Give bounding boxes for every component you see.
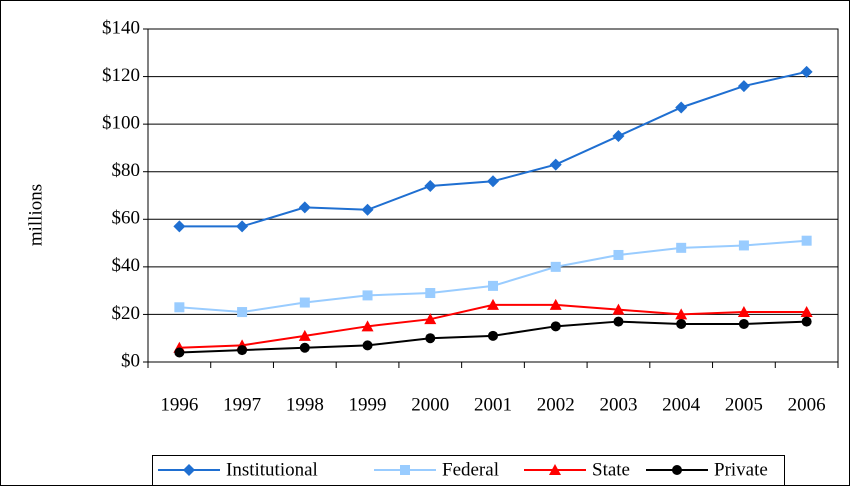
data-point xyxy=(550,261,561,272)
legend-marker xyxy=(549,464,561,475)
data-point xyxy=(362,340,373,351)
data-point xyxy=(737,306,750,318)
x-tick-label: 2002 xyxy=(537,394,575,415)
x-tick-label: 1997 xyxy=(223,394,261,415)
data-point xyxy=(173,220,186,233)
x-tick-label: 2005 xyxy=(725,394,763,415)
data-point xyxy=(800,306,813,318)
data-point xyxy=(738,240,749,251)
data-point xyxy=(174,302,185,313)
data-point xyxy=(676,318,687,329)
data-point xyxy=(613,249,624,260)
data-point xyxy=(237,307,248,318)
data-point xyxy=(424,313,437,325)
data-point xyxy=(425,288,436,299)
data-point xyxy=(174,347,185,358)
x-tick-label: 1996 xyxy=(160,394,198,415)
data-point xyxy=(488,280,498,291)
data-point xyxy=(612,130,625,143)
x-tick-label: 2004 xyxy=(662,394,701,415)
legend-marker xyxy=(672,465,682,475)
y-axis-label: millions xyxy=(25,184,46,246)
x-tick-label: 2000 xyxy=(411,394,449,415)
y-tick-label: $40 xyxy=(112,255,141,276)
x-tick-label: 1999 xyxy=(349,394,387,415)
data-point xyxy=(361,203,374,216)
data-point xyxy=(298,201,311,214)
data-point xyxy=(237,345,248,356)
y-tick-label: $140 xyxy=(102,17,140,38)
data-point xyxy=(488,330,498,341)
data-point xyxy=(487,175,499,188)
data-point xyxy=(612,303,625,315)
data-point xyxy=(425,333,436,344)
data-point xyxy=(299,297,310,308)
data-point xyxy=(549,298,562,310)
data-point xyxy=(549,158,562,171)
legend-marker xyxy=(183,464,195,476)
legend-marker xyxy=(400,465,410,475)
data-point xyxy=(738,318,749,329)
legend-label: Institutional xyxy=(226,459,318,480)
data-point xyxy=(299,342,310,353)
x-tick-label: 2003 xyxy=(599,394,637,415)
legend-label: State xyxy=(592,459,630,480)
data-point xyxy=(801,235,812,246)
data-point xyxy=(362,290,373,301)
y-tick-label: $80 xyxy=(112,160,141,181)
data-point xyxy=(675,101,688,114)
data-point xyxy=(676,242,687,253)
plot-area xyxy=(147,28,839,363)
data-point xyxy=(236,220,249,233)
x-tick-label: 1998 xyxy=(286,394,324,415)
y-tick-label: $100 xyxy=(102,113,140,134)
y-tick-label: $60 xyxy=(112,208,141,229)
y-tick-label: $20 xyxy=(112,303,141,324)
data-point xyxy=(361,320,374,332)
data-point xyxy=(424,179,437,192)
x-tick-label: 2001 xyxy=(474,394,512,415)
y-tick-label: $0 xyxy=(121,350,140,371)
y-tick-label: $120 xyxy=(102,65,140,86)
data-point xyxy=(737,80,750,93)
data-point xyxy=(800,65,813,78)
data-point xyxy=(613,316,624,327)
legend-label: Federal xyxy=(442,459,499,480)
x-tick-label: 2006 xyxy=(788,394,826,415)
data-point xyxy=(298,329,311,341)
data-point xyxy=(550,321,561,332)
data-point xyxy=(487,298,499,310)
legend-label: Private xyxy=(714,459,768,480)
data-point xyxy=(801,316,812,327)
data-point xyxy=(675,308,688,320)
